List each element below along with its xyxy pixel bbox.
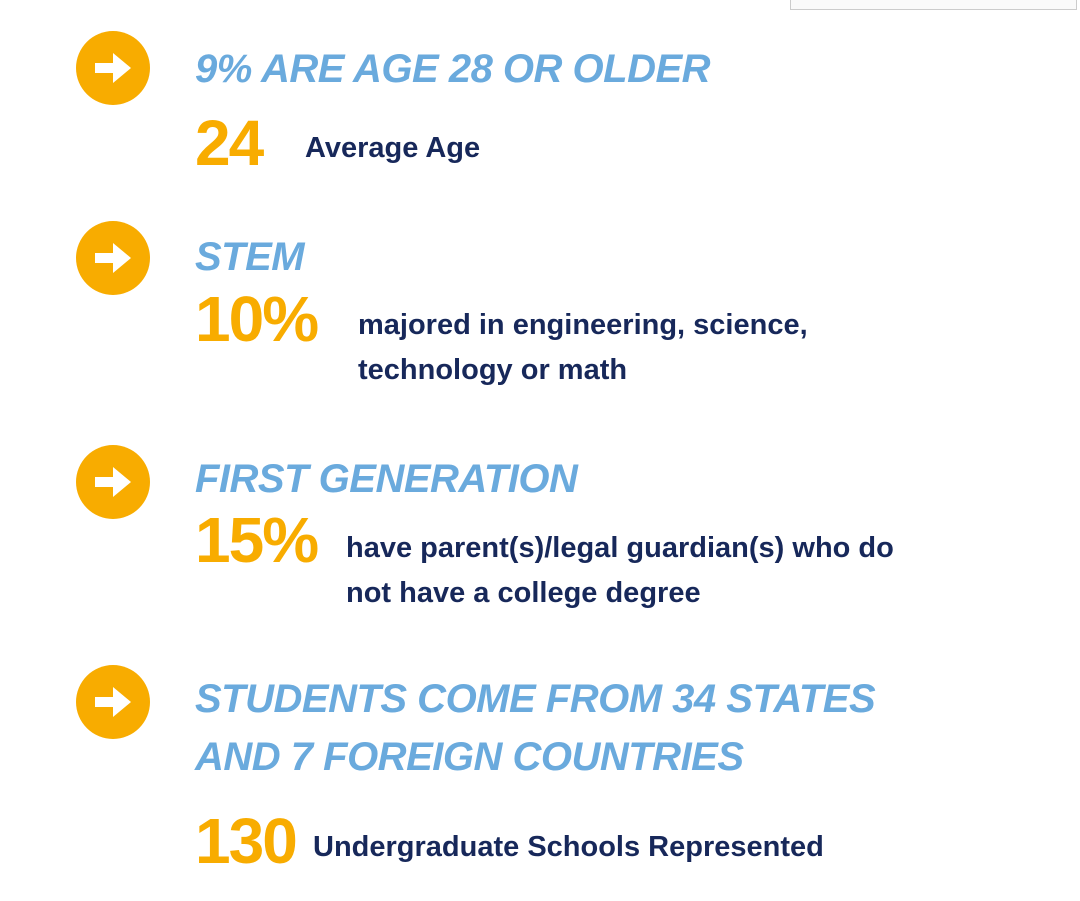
toolbar — [790, 0, 1077, 10]
section-heading: STUDENTS COME FROM 34 STATES — [195, 677, 876, 721]
stat-description: technology or math — [358, 354, 628, 386]
section-heading: FIRST GENERATION — [195, 457, 578, 501]
arrow-icon — [76, 665, 150, 739]
stat-description: not have a college degree — [346, 577, 701, 609]
arrow-icon — [76, 31, 150, 105]
section-heading: 9% ARE AGE 28 OR OLDER — [195, 47, 711, 91]
stat-description: have parent(s)/legal guardian(s) who do — [346, 532, 894, 564]
stat-number: 130 — [195, 805, 298, 877]
stat-number: 15% — [195, 504, 319, 576]
arrow-icon — [76, 445, 150, 519]
stat-number: 24 — [195, 107, 264, 179]
section-heading: AND 7 FOREIGN COUNTRIES — [195, 735, 744, 779]
section-heading: STEM — [195, 235, 305, 279]
stat-description: majored in engineering, science, — [358, 309, 808, 341]
stat-number: 10% — [195, 283, 319, 355]
stat-description: Average Age — [305, 132, 481, 164]
stat-description: Undergraduate Schools Represented — [313, 831, 824, 863]
arrow-icon — [76, 221, 150, 295]
